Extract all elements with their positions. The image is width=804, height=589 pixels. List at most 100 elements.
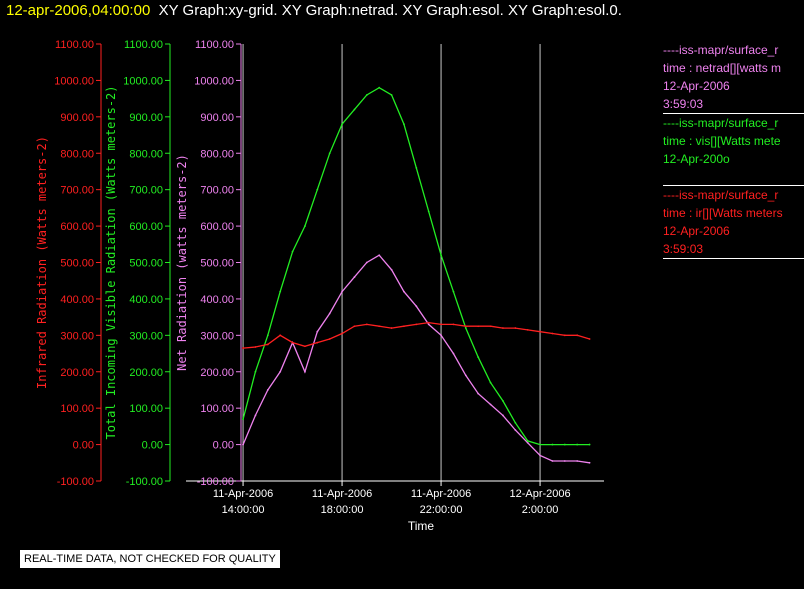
data-point-net (266, 389, 269, 391)
x-tick-label: 12-Apr-2006 (509, 488, 570, 500)
y-axis-title-vis: Total Incoming Visible Radiation (Watts … (104, 85, 118, 439)
legend-ir-date: 12-Apr-2006 (663, 224, 730, 238)
y-tick-label-net: 400.00 (200, 294, 234, 306)
x-tick-label: 2:00:00 (522, 504, 559, 516)
y-tick-label-net: 900.00 (200, 112, 234, 124)
legend-net-source: ----iss-mapr/surface_r (663, 43, 779, 57)
y-tick-label-net: 1100.00 (195, 39, 234, 51)
y-tick-label-vis: 300.00 (129, 330, 163, 342)
y-tick-label-net: 300.00 (200, 330, 234, 342)
legend-vis-source: ----iss-mapr/surface_r (663, 116, 779, 130)
data-point-vis (365, 94, 368, 96)
data-point-ir (502, 327, 504, 329)
series-line-net (242, 254, 590, 464)
data-point-net (427, 323, 430, 326)
y-tick-label-ir: 600.00 (60, 221, 94, 233)
data-point-net (502, 414, 504, 417)
data-point-net (316, 330, 319, 333)
data-point-vis (316, 188, 319, 191)
data-point-ir (254, 346, 257, 348)
y-tick-label-net: 100.00 (200, 403, 234, 415)
data-point-ir (390, 327, 393, 329)
data-point-vis (502, 399, 504, 402)
y-tick-label-ir: 300.00 (60, 330, 94, 342)
data-point-vis (452, 290, 455, 293)
data-point-vis (266, 334, 269, 337)
data-point-ir (477, 325, 480, 328)
data-point-ir (328, 338, 331, 340)
y-tick-label-vis: 500.00 (129, 258, 163, 270)
data-point-ir (440, 323, 442, 326)
y-tick-label-net: -100.00 (197, 476, 234, 488)
y-tick-label-vis: 700.00 (129, 185, 163, 197)
data-point-net (403, 290, 405, 293)
y-tick-label-net: 800.00 (200, 148, 234, 160)
legend-ir-source: ----iss-mapr/surface_r (663, 188, 779, 202)
data-point-vis (477, 356, 480, 359)
data-point-vis (328, 152, 331, 155)
y-tick-label-net: 700.00 (200, 185, 234, 197)
series-line-ir (243, 321, 590, 349)
series-line-vis (242, 86, 590, 446)
data-point-vis (353, 108, 356, 111)
data-point-ir (464, 325, 467, 328)
data-point-ir (539, 330, 541, 333)
legend-divider (663, 185, 804, 186)
header-timestamp: 12-apr-2006,04:00:00 (6, 2, 151, 19)
y-tick-label-ir: 100.00 (60, 403, 94, 415)
data-point-net (526, 441, 529, 444)
chart-header: 12-apr-2006,04:00:00 XY Graph:xy-grid. X… (6, 2, 622, 19)
header-graph-list: XY Graph:xy-grid. XY Graph:netrad. XY Gr… (158, 2, 622, 19)
data-point-vis (279, 290, 282, 293)
y-tick-label-net: 200.00 (200, 367, 234, 379)
data-point-ir (427, 321, 430, 324)
data-point-net (551, 460, 554, 462)
y-tick-label-ir: 1100.00 (55, 39, 94, 51)
y-tick-label-vis: 800.00 (129, 148, 163, 160)
y-tick-label-vis: 400.00 (129, 294, 163, 306)
legend-ir-time: 3:59:03 (663, 242, 704, 256)
data-point-ir (563, 334, 566, 337)
x-tick-label: 11-Apr-2006 (312, 488, 372, 500)
y-tick-label-ir: 800.00 (60, 148, 94, 160)
data-point-ir (489, 325, 492, 328)
data-point-net (279, 370, 282, 373)
data-point-net (539, 454, 541, 457)
data-point-net (328, 312, 331, 315)
y-tick-label-vis: 100.00 (129, 403, 163, 415)
data-point-vis (440, 254, 442, 257)
data-point-ir (316, 341, 319, 344)
data-point-vis (403, 123, 405, 126)
legend-entry-ir: ----iss-mapr/surface_r time : ir[][Watts… (663, 185, 804, 259)
data-point-net (390, 268, 393, 271)
data-point-vis (588, 443, 591, 446)
data-point-vis (378, 86, 381, 89)
y-tick-label-vis: 1100.00 (124, 39, 163, 51)
data-point-vis (390, 94, 393, 96)
data-point-net (588, 461, 591, 464)
legend-divider (663, 258, 804, 259)
data-point-net (576, 460, 579, 462)
legend-net-time: 3:59:03 (663, 97, 704, 111)
y-tick-label-ir: -100.00 (57, 476, 94, 488)
data-point-ir (291, 341, 294, 344)
legend-divider (663, 113, 804, 114)
legend-net-date: 12-Apr-2006 (663, 79, 730, 93)
data-point-vis (526, 440, 529, 442)
legend-ir-variable: time : ir[][Watts meters (663, 206, 783, 220)
quality-notice: REAL-TIME DATA, NOT CHECKED FOR QUALITY (20, 550, 280, 568)
data-point-ir (551, 332, 554, 335)
data-point-ir (266, 343, 269, 346)
data-point-ir (452, 323, 455, 326)
y-tick-label-net: 0.00 (213, 440, 234, 452)
y-tick-label-ir: 400.00 (60, 294, 94, 306)
data-point-ir (526, 328, 529, 331)
data-point-net (242, 443, 244, 446)
data-point-vis (576, 443, 579, 446)
legend-net-variable: time : netrad[][watts m (663, 61, 782, 75)
y-tick-label-net: 600.00 (200, 221, 234, 233)
legend-entry-net: ----iss-mapr/surface_r time : netrad[][w… (663, 41, 804, 114)
legend-entry-vis: ----iss-mapr/surface_r time : vis[][Watt… (663, 114, 781, 168)
y-tick-label-vis: 600.00 (129, 221, 163, 233)
